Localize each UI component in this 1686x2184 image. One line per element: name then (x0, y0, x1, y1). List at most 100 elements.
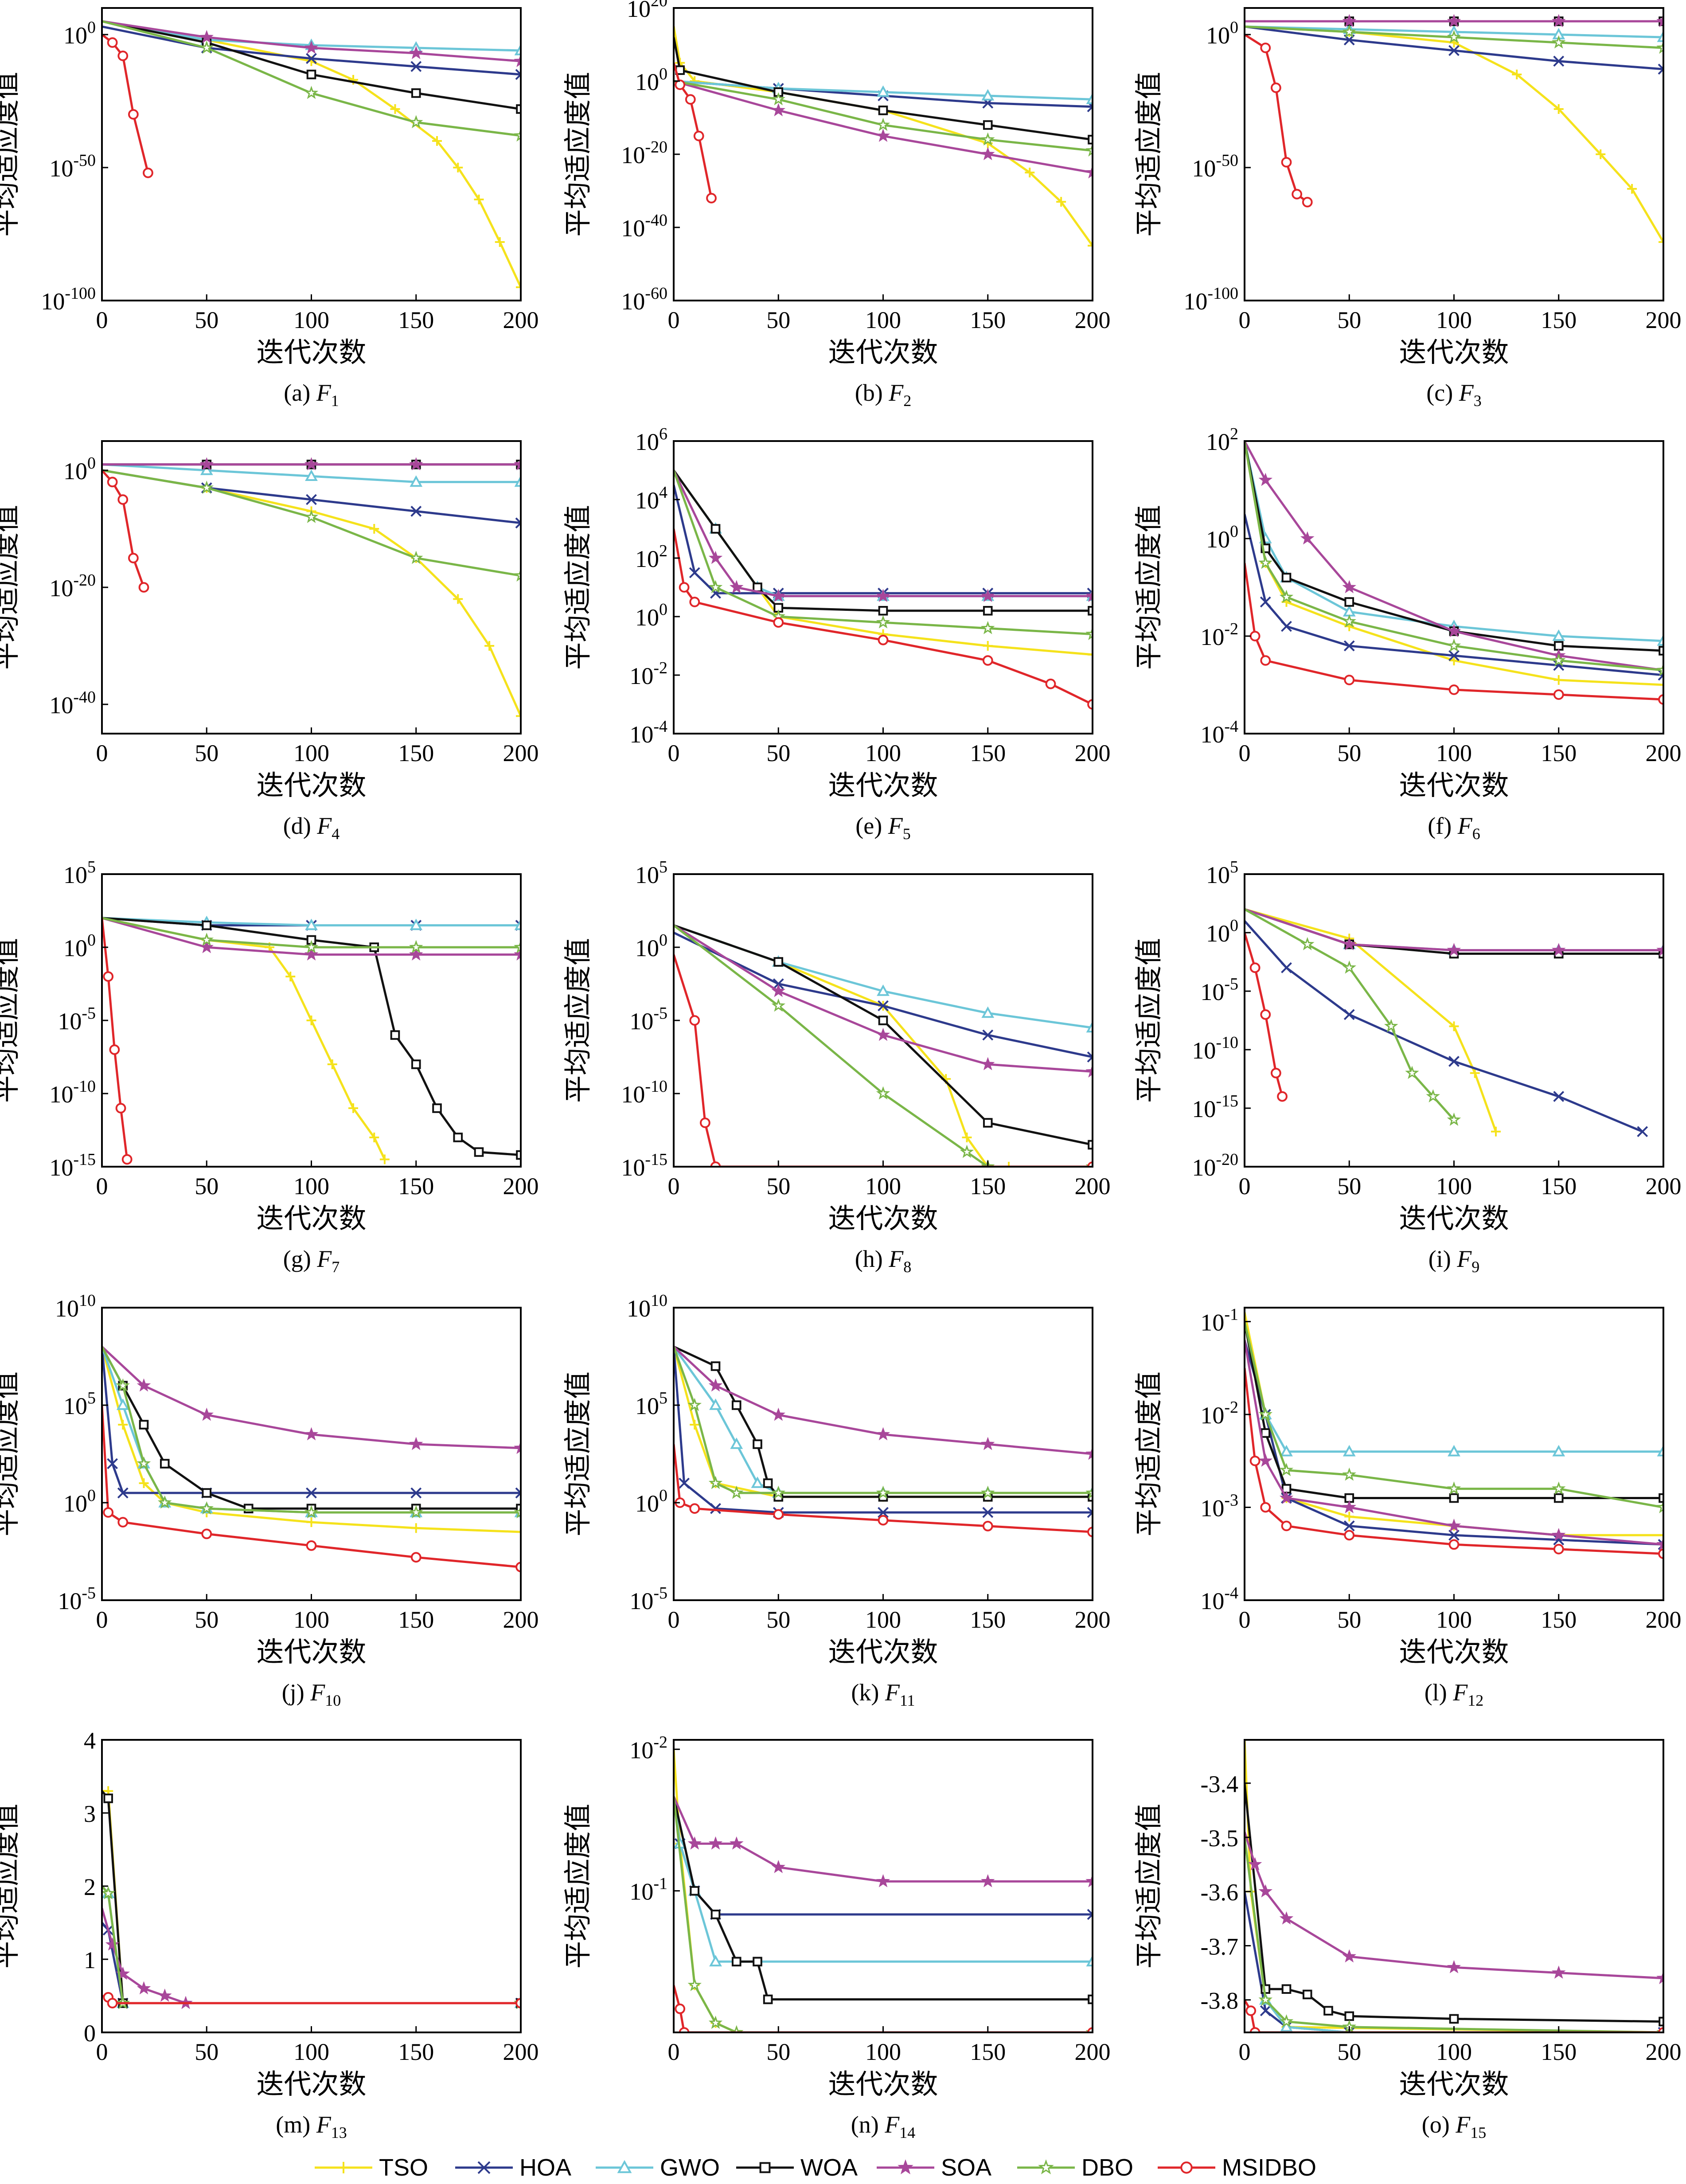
legend-item-msidbo: MSIDBO (1158, 2154, 1316, 2181)
x-tick-label: 0 (1239, 740, 1251, 766)
data-point-dbo (771, 1485, 786, 1499)
data-point-msidbo (706, 193, 717, 203)
legend-item-soa: SOA (877, 2154, 991, 2181)
data-point-woa (773, 957, 784, 967)
data-point-soa (771, 589, 786, 602)
data-point-msidbo (1045, 678, 1056, 689)
data-point-dbo (980, 621, 995, 634)
data-point-msidbo (689, 1503, 700, 1514)
data-point-hoa (306, 494, 317, 505)
y-tick-label: 10-2 (1200, 1398, 1238, 1429)
data-point-hoa (1553, 55, 1565, 67)
x-tick-label: 100 (865, 1173, 901, 1199)
data-point-dbo (687, 1978, 702, 1991)
data-point-msidbo (410, 1552, 422, 1563)
x-tick-label: 200 (503, 1173, 539, 1199)
data-point-soa (729, 1836, 744, 1850)
x-tick-label: 100 (1436, 307, 1472, 333)
series-line-woa (102, 917, 521, 1156)
y-axis-label: 平均适应度值 (562, 1371, 594, 1536)
x-tick-label: 100 (293, 1173, 329, 1199)
data-point-hoa (1448, 650, 1460, 661)
x-tick-label: 0 (96, 2039, 108, 2065)
data-point-woa (1344, 597, 1354, 607)
panel-caption: (h) F8 (855, 1246, 911, 1276)
y-tick-label: 10-40 (49, 688, 96, 719)
data-point-tso (369, 524, 379, 534)
x-axis-label: 迭代次数 (828, 1636, 938, 1668)
y-tick-label: 10-60 (621, 284, 667, 315)
x-tick-label: 0 (668, 1173, 680, 1199)
data-point-woa (390, 1030, 400, 1040)
x-tick-label: 150 (1541, 2039, 1577, 2065)
data-point-soa (1551, 1965, 1566, 1979)
data-point-soa (304, 1427, 319, 1441)
data-point-msidbo (689, 597, 700, 607)
data-point-dbo (876, 1485, 890, 1499)
data-point-msidbo (878, 634, 889, 645)
x-tick-label: 50 (195, 1606, 219, 1633)
data-point-hoa (1658, 63, 1663, 75)
data-point-soa (980, 1057, 995, 1071)
data-point-soa (199, 1407, 214, 1421)
plot-frame (673, 7, 1093, 301)
data-point-dbo (708, 2016, 723, 2029)
x-tick-label: 200 (503, 2039, 539, 2065)
data-point-gwo (1343, 1445, 1356, 1457)
data-point-msidbo (982, 655, 993, 666)
y-tick-label: 100 (63, 931, 96, 961)
data-point-dbo (876, 615, 890, 629)
x-tick-label: 50 (766, 1606, 790, 1633)
data-point-woa (1449, 1493, 1459, 1503)
x-tick-label: 50 (766, 307, 790, 333)
data-point-woa (1281, 1984, 1292, 1994)
legend-marker-dbo (1038, 2159, 1054, 2175)
data-point-dbo (1551, 1481, 1566, 1495)
data-point-hoa (878, 1507, 889, 1518)
series-group (102, 1786, 521, 2009)
data-point-gwo (877, 85, 890, 97)
data-point-hoa (1087, 1051, 1093, 1063)
data-point-soa (771, 1860, 786, 1873)
legend-item-tso: TSO (315, 2154, 428, 2181)
x-tick-label: 100 (1436, 1173, 1472, 1199)
data-point-woa (1344, 2011, 1354, 2021)
data-point-dbo (199, 481, 214, 494)
data-point-msidbo (773, 617, 784, 628)
data-point-soa (771, 103, 786, 117)
x-tick-label: 0 (668, 307, 680, 333)
data-point-tso (390, 104, 400, 114)
data-point-tso (495, 237, 505, 247)
data-point-dbo (1279, 590, 1294, 603)
data-point-msidbo (1249, 631, 1261, 641)
data-point-soa (304, 40, 319, 54)
series-line-tso (674, 1749, 1093, 2032)
data-point-gwo (305, 469, 318, 481)
x-tick-label: 50 (1337, 307, 1361, 333)
legend-marker-hoa (477, 2161, 491, 2174)
data-point-msidbo (1245, 2005, 1257, 2016)
data-point-dbo (409, 115, 423, 129)
y-tick-label: 10-20 (1192, 1150, 1238, 1181)
data-point-hoa (1087, 1507, 1093, 1518)
series-line-gwo (674, 924, 1093, 1029)
y-axis-label: 平均适应度值 (0, 72, 22, 237)
data-point-dbo (687, 1398, 702, 1411)
series-line-dbo (102, 1346, 521, 1514)
chart-panel-15: 0 50 100 150 200 -3.8 -3.7 -3.6 -3.5 -3.4 迭代次数 平均适应… (1132, 1739, 1682, 2141)
data-point-tso (1512, 70, 1522, 79)
y-tick-label: 10-5 (629, 1584, 667, 1614)
data-point-dbo (1342, 614, 1357, 628)
data-point-gwo (981, 89, 995, 101)
data-point-msidbo (693, 130, 704, 141)
series-line-hoa (1245, 1340, 1663, 1546)
data-point-msidbo (679, 2027, 690, 2032)
data-point-soa (876, 1427, 890, 1441)
data-point-hoa (1343, 640, 1355, 652)
plot-frame (673, 1307, 1093, 1601)
data-point-woa (160, 1459, 170, 1469)
x-tick-label: 150 (1541, 1606, 1577, 1633)
data-point-msidbo (1448, 1539, 1460, 1550)
data-point-soa (1258, 473, 1273, 486)
data-point-soa (199, 457, 214, 471)
